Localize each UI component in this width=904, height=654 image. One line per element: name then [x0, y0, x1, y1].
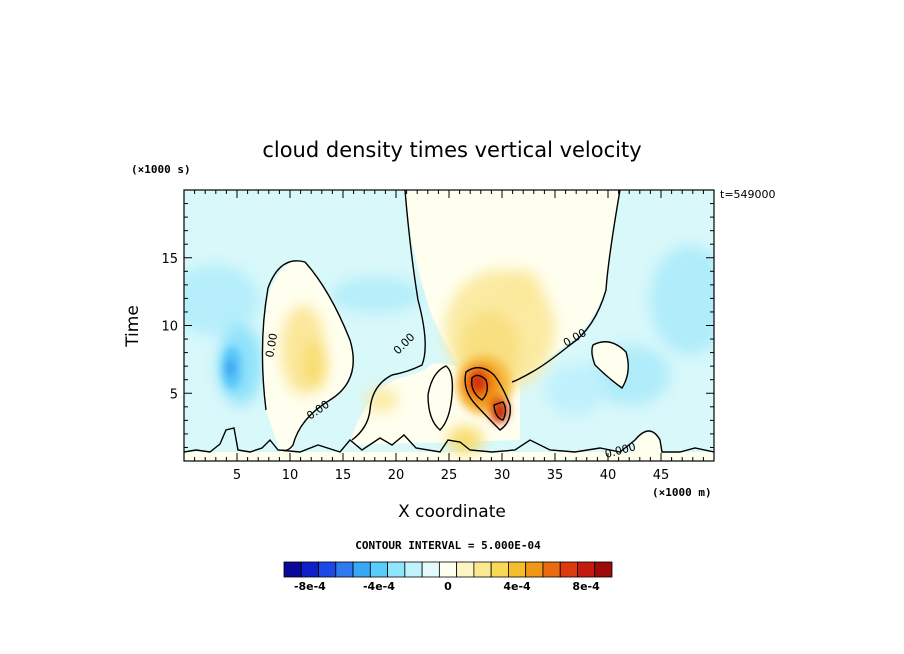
x-tick-label: 40 — [600, 468, 617, 483]
colorbar-tick-label: 0 — [444, 580, 452, 593]
colorbar-swatch — [369, 561, 388, 578]
zero-contours — [184, 190, 714, 453]
contour-line — [261, 260, 354, 452]
colorbar-swatch — [508, 561, 527, 578]
colorbar-swatch — [300, 561, 319, 578]
colorbar-tick-label: -4e-4 — [363, 580, 395, 593]
contour-line — [464, 367, 511, 431]
x-tick-label: 45 — [653, 468, 670, 483]
x-axis-label: X coordinate — [398, 502, 506, 522]
colorbar-swatch — [404, 561, 423, 578]
colorbar-swatch — [335, 561, 354, 578]
contour-line — [351, 190, 426, 441]
heatmap-field — [184, 190, 714, 461]
y-tick-label: 5 — [170, 387, 178, 402]
y-tick-labels: 5 10 15 — [161, 252, 178, 403]
axis-ticks — [184, 190, 714, 461]
colorbar-tick-label: -8e-4 — [294, 580, 326, 593]
x-tick-label: 30 — [494, 468, 511, 483]
y-tick-label: 10 — [161, 320, 178, 335]
x-tick-label: 10 — [282, 468, 299, 483]
colorbar-swatch — [318, 561, 337, 578]
contour-line — [591, 341, 629, 390]
contour-line — [511, 190, 621, 383]
colorbar-swatch — [438, 561, 458, 578]
time-stamp-label: t=549000 — [720, 188, 776, 201]
x-tick-label: 15 — [335, 468, 352, 483]
colorbar-swatch — [542, 561, 561, 578]
chart-title: cloud density times vertical velocity — [262, 138, 642, 162]
x-unit-label: (×1000 m) — [652, 486, 712, 499]
contour-line — [184, 427, 714, 453]
contour-line — [493, 401, 507, 421]
contour-line — [427, 365, 454, 431]
colorbar-swatch — [525, 561, 544, 578]
colorbar-swatch — [473, 561, 492, 578]
colorbar-tick-label: 8e-4 — [572, 580, 600, 593]
contour-line — [471, 374, 489, 401]
colorbar-swatch — [421, 561, 440, 578]
colorbar-labels: -8e-4 -4e-4 0 4e-4 8e-4 — [294, 580, 600, 593]
x-tick-label: 5 — [233, 468, 241, 483]
colorbar — [283, 561, 613, 578]
colorbar-tick-label: 4e-4 — [503, 580, 531, 593]
colorbar-swatch — [387, 561, 406, 578]
colorbar-swatch — [283, 561, 302, 578]
x-tick-label: 20 — [388, 468, 405, 483]
colorbar-swatch — [490, 561, 509, 578]
x-tick-label: 35 — [547, 468, 564, 483]
y-unit-label: (×1000 s) — [131, 163, 191, 176]
x-tick-labels: 5 10 15 20 25 30 35 40 45 — [233, 468, 669, 483]
x-tick-label: 25 — [441, 468, 458, 483]
colorbar-swatch — [559, 561, 578, 578]
y-tick-label: 15 — [161, 252, 178, 267]
colorbar-swatch — [594, 561, 613, 578]
contour-label: 0.00 — [263, 332, 280, 358]
colorbar-swatch — [456, 561, 475, 578]
contour-interval-note: CONTOUR INTERVAL = 5.000E-04 — [355, 539, 541, 552]
colorbar-swatch — [577, 561, 596, 578]
colorbar-swatch — [352, 561, 371, 578]
